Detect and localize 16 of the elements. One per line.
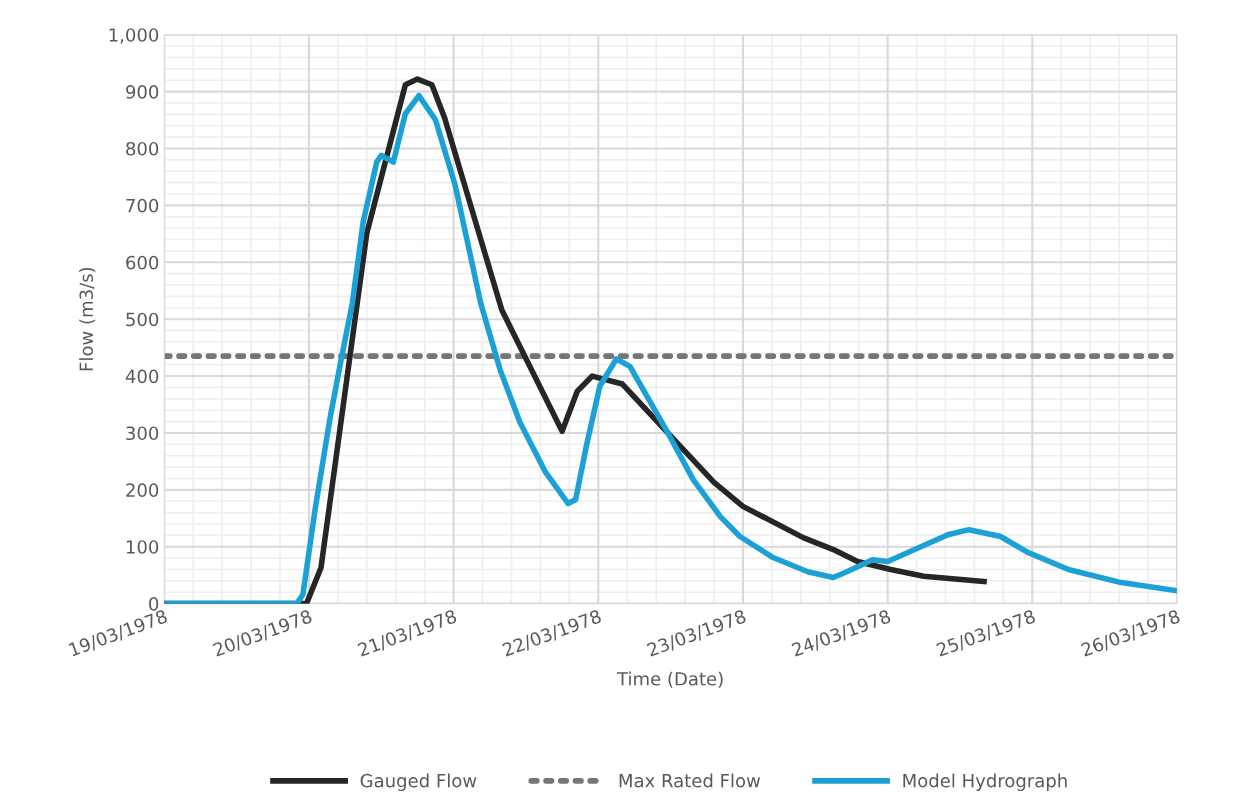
legend-label: Gauged Flow [360, 773, 477, 791]
y-tick-label: 1,000 [109, 28, 159, 44]
x-axis-title: Time (Date) [616, 671, 723, 688]
y-tick-label: 100 [126, 540, 159, 554]
y-tick-label: 800 [126, 141, 159, 156]
y-tick-label: 500 [126, 312, 159, 327]
y-tick-label: 0 [149, 597, 159, 611]
legend-label: Max Rated Flow [619, 773, 761, 788]
y-axis-title: Flow (m3/s) [79, 267, 96, 371]
y-tick-label: 200 [126, 483, 159, 497]
y-tick-label: 900 [126, 85, 159, 99]
legend-label: Model Hydrograph [903, 773, 1067, 791]
y-tick-label: 700 [126, 198, 159, 213]
y-tick-label: 400 [125, 369, 159, 384]
y-tick-label: 600 [126, 255, 159, 270]
y-tick-label: 300 [126, 426, 159, 441]
